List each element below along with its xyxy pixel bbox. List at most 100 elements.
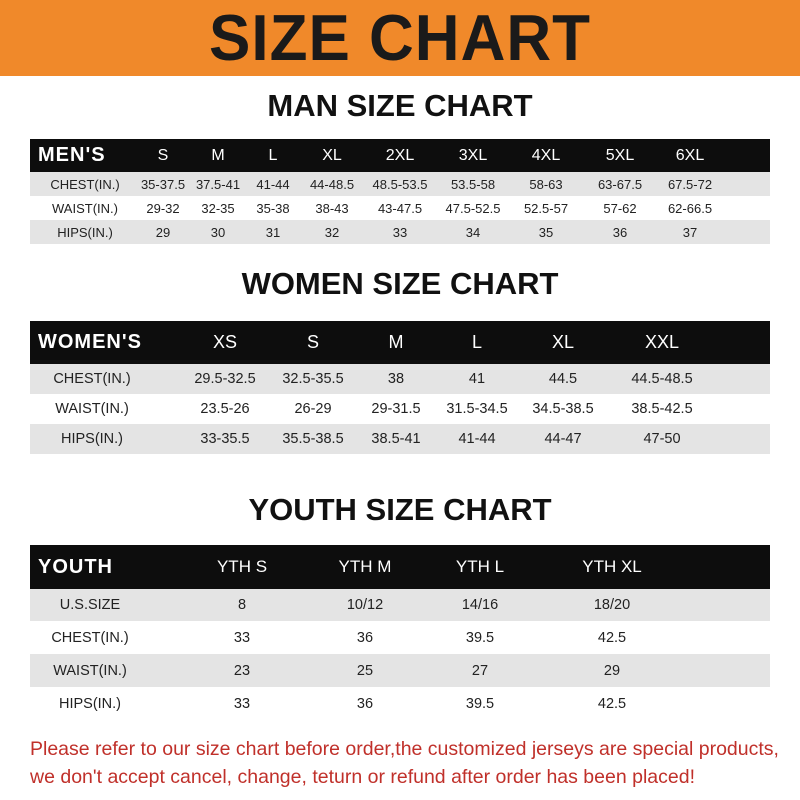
table-cell: 38-43: [315, 200, 349, 216]
table-cell: 38.5-41: [371, 431, 421, 447]
table-cell: 32: [324, 224, 340, 240]
size-header: S: [157, 146, 169, 164]
table-cell: 18/20: [593, 597, 631, 613]
table-cell: 58-63: [529, 176, 563, 192]
table-cell: 29: [155, 224, 171, 240]
table-cell: 36: [612, 224, 628, 240]
table-cell: 32-35: [201, 200, 235, 216]
table-cell: 37.5-41: [195, 176, 241, 192]
row-label: CHEST(IN.): [53, 371, 131, 387]
table-cell: 39.5: [465, 629, 495, 646]
table-cell: 48.5-53.5: [372, 176, 428, 192]
table-cell: 23.5-26: [200, 401, 250, 417]
table-cell: 44.5: [548, 371, 578, 387]
table-cell: 29.5-32.5: [194, 371, 256, 387]
row-label: WAIST(IN.): [55, 401, 129, 417]
table-cell: 29: [603, 662, 621, 679]
table-row: HIPS(IN.) 29 30 31 32 33 34 35 36 37: [30, 220, 770, 244]
table-cell: 29-32: [146, 200, 180, 216]
table-cell: 41-44: [458, 431, 496, 447]
table-cell: 67.5-72: [667, 176, 713, 192]
size-header: YTH XL: [582, 557, 642, 576]
table-cell: 36: [356, 695, 374, 712]
table-cell: 43-47.5: [377, 200, 423, 216]
table-row: WAIST(IN.) 23 25 27 29: [30, 654, 770, 687]
table-cell: 35.5-38.5: [282, 431, 344, 447]
table-cell: 63-67.5: [597, 176, 643, 192]
size-header: 5XL: [605, 146, 635, 164]
size-header: L: [471, 332, 482, 352]
table-cell: 29-31.5: [371, 401, 421, 417]
men-size-table: MEN'S S M L XL 2XL 3XL 4XL 5XL 6XL CHEST(IN.) 35-37…: [30, 139, 770, 244]
table-cell: 34.5-38.5: [532, 401, 594, 417]
table-cell: 27: [471, 662, 489, 679]
footer-notice: Please refer to our size chart before or…: [30, 735, 780, 791]
youth-header-label: YOUTH: [38, 555, 113, 578]
table-cell: 32.5-35.5: [282, 371, 344, 387]
footer-line-2: we don't accept cancel, change, teturn o…: [30, 766, 695, 788]
table-cell: 34: [465, 224, 481, 240]
size-header: 6XL: [675, 146, 705, 164]
table-cell: 31.5-34.5: [446, 401, 508, 417]
size-header: L: [268, 146, 278, 164]
row-label: WAIST(IN.): [53, 662, 127, 679]
table-cell: 44.5-48.5: [631, 371, 693, 387]
table-cell: 57-62: [603, 200, 637, 216]
banner-title: SIZE CHART: [209, 1, 591, 75]
table-cell: 62-66.5: [667, 200, 713, 216]
row-label: CHEST(IN.): [51, 629, 129, 646]
table-cell: 23: [233, 662, 251, 679]
table-cell: 36: [356, 629, 374, 646]
table-cell: 35: [538, 224, 554, 240]
table-row: WAIST(IN.) 29-32 32-35 35-38 38-43 43-47.5 47.…: [30, 196, 770, 220]
table-cell: 35-37.5: [140, 176, 186, 192]
table-cell: 33: [392, 224, 408, 240]
table-cell: 37: [682, 224, 698, 240]
size-header: 2XL: [385, 146, 415, 164]
table-cell: 42.5: [597, 629, 627, 646]
size-header: 3XL: [458, 146, 488, 164]
table-cell: 33: [233, 695, 251, 712]
row-label: U.S.SIZE: [59, 597, 121, 613]
men-title: MAN SIZE CHART: [267, 88, 533, 123]
row-label: CHEST(IN.): [50, 176, 120, 192]
size-header: 4XL: [531, 146, 561, 164]
row-label: HIPS(IN.): [60, 431, 124, 447]
table-cell: 10/12: [346, 597, 384, 613]
table-row: CHEST(IN.) 29.5-32.5 32.5-35.5 38 41 44.5 44.5…: [30, 364, 770, 394]
table-cell: 47-50: [643, 431, 681, 447]
size-header: M: [388, 332, 404, 352]
size-header: M: [211, 146, 225, 164]
table-cell: 8: [237, 597, 247, 613]
men-header-label: MEN'S: [38, 144, 106, 166]
table-cell: 26-29: [294, 401, 332, 417]
row-label: HIPS(IN.): [58, 695, 122, 712]
table-cell: 44-47: [544, 431, 582, 447]
banner: SIZE CHART: [0, 0, 800, 76]
size-header: YTH M: [338, 557, 392, 576]
table-cell: 39.5: [465, 695, 495, 712]
table-row: CHEST(IN.) 35-37.5 37.5-41 41-44 44-48.5 48.5…: [30, 172, 770, 196]
table-cell: 41: [468, 371, 486, 387]
row-label: WAIST(IN.): [52, 200, 118, 216]
table-row: WAIST(IN.) 23.5-26 26-29 29-31.5 31.5-34.5 34…: [30, 394, 770, 424]
footer-line-1: Please refer to our size chart before or…: [30, 738, 779, 760]
size-header: XL: [322, 146, 342, 164]
women-header-row: WOMEN'S XS S M L XL XXL: [30, 321, 770, 364]
size-header: S: [306, 332, 319, 352]
women-header-label: WOMEN'S: [38, 331, 142, 353]
table-cell: 53.5-58: [450, 176, 496, 192]
table-row: U.S.SIZE 8 10/12 14/16 18/20: [30, 589, 770, 621]
table-cell: 41-44: [256, 176, 290, 192]
size-header: YTH S: [216, 557, 268, 576]
table-row: HIPS(IN.) 33-35.5 35.5-38.5 38.5-41 41-44 44-…: [30, 424, 770, 454]
table-cell: 25: [356, 662, 374, 679]
women-title: WOMEN SIZE CHART: [241, 266, 559, 301]
table-row: CHEST(IN.) 33 36 39.5 42.5: [30, 621, 770, 654]
women-size-table: WOMEN'S XS S M L XL XXL CHEST(IN.) 29.5-32.5 32.5…: [30, 321, 770, 454]
table-cell: 33-35.5: [200, 431, 250, 447]
table-cell: 47.5-52.5: [445, 200, 501, 216]
men-header-row: MEN'S S M L XL 2XL 3XL 4XL 5XL 6XL: [30, 139, 770, 172]
table-cell: 31: [265, 224, 281, 240]
youth-header-row: YOUTH YTH S YTH M YTH L YTH XL: [30, 545, 770, 589]
